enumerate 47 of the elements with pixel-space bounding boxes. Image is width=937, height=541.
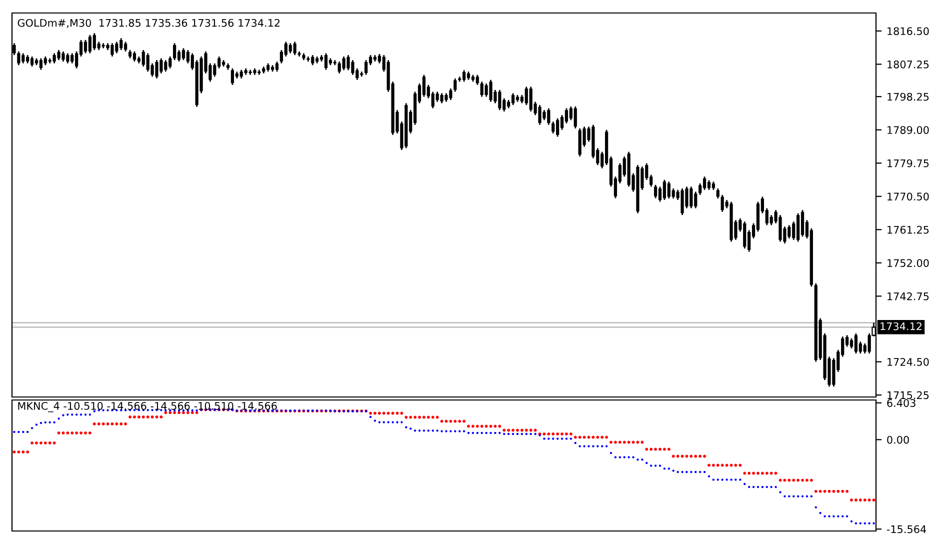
- y-tick-label: -15.564: [886, 525, 926, 534]
- candlestick: [850, 338, 854, 350]
- y-tick-label: 1789.00: [888, 126, 929, 134]
- chart-title: MKNC_4 -10.510 -14.566 -14.566 -10.510 -14.566: [18, 402, 277, 412]
- candlestick: [324, 52, 328, 71]
- candlestick: [39, 58, 43, 71]
- candlestick: [854, 332, 858, 354]
- candlestick: [702, 176, 706, 191]
- candlestick: [422, 74, 426, 98]
- candlestick: [654, 184, 658, 199]
- y-tick-label: 1816.50: [888, 27, 929, 36]
- y-tick-label: 1779.75: [888, 159, 929, 168]
- candlestick: [230, 68, 234, 86]
- y-tick-label: 1798.25: [888, 92, 929, 101]
- y-tick-label: 1761.25: [888, 226, 929, 234]
- candlestick: [560, 114, 564, 131]
- candlestick: [454, 78, 457, 92]
- candlestick: [564, 108, 568, 124]
- candlestick: [293, 41, 296, 56]
- y-tick-label: 1742.75: [888, 292, 929, 300]
- candlestick: [462, 69, 466, 82]
- ref-line-label: 1734.12: [880, 322, 922, 330]
- candlestick: [476, 74, 479, 86]
- y-tick-label: 1752.00: [888, 259, 929, 267]
- candlestick: [800, 209, 804, 238]
- candlestick: [275, 60, 279, 72]
- candlestick: [30, 56, 34, 68]
- y-tick-label: 1807.25: [888, 60, 929, 68]
- y-tick-label: 1770.50: [888, 192, 929, 200]
- candlestick: [707, 179, 711, 191]
- candlestick: [511, 92, 515, 106]
- y-tick-label: 1724.50: [888, 358, 929, 366]
- y-tick-label: 6.403: [887, 399, 916, 407]
- candlestick: [84, 39, 88, 54]
- candlestick: [552, 120, 555, 134]
- candlestick: [574, 106, 577, 130]
- chart-title: GOLDm#,M30 1731.85 1735.36 1731.56 1734.12: [18, 18, 280, 28]
- candlestick: [698, 182, 702, 196]
- candlestick: [364, 59, 368, 76]
- candlestick: [662, 179, 666, 201]
- candlestick: [658, 186, 662, 202]
- candlestick: [17, 50, 20, 66]
- candlestick: [182, 48, 186, 61]
- candlestick: [173, 42, 176, 61]
- y-tick-label: 1715.25: [888, 391, 929, 400]
- y-tick-label: 0.00: [887, 436, 909, 444]
- candlestick: [177, 49, 181, 62]
